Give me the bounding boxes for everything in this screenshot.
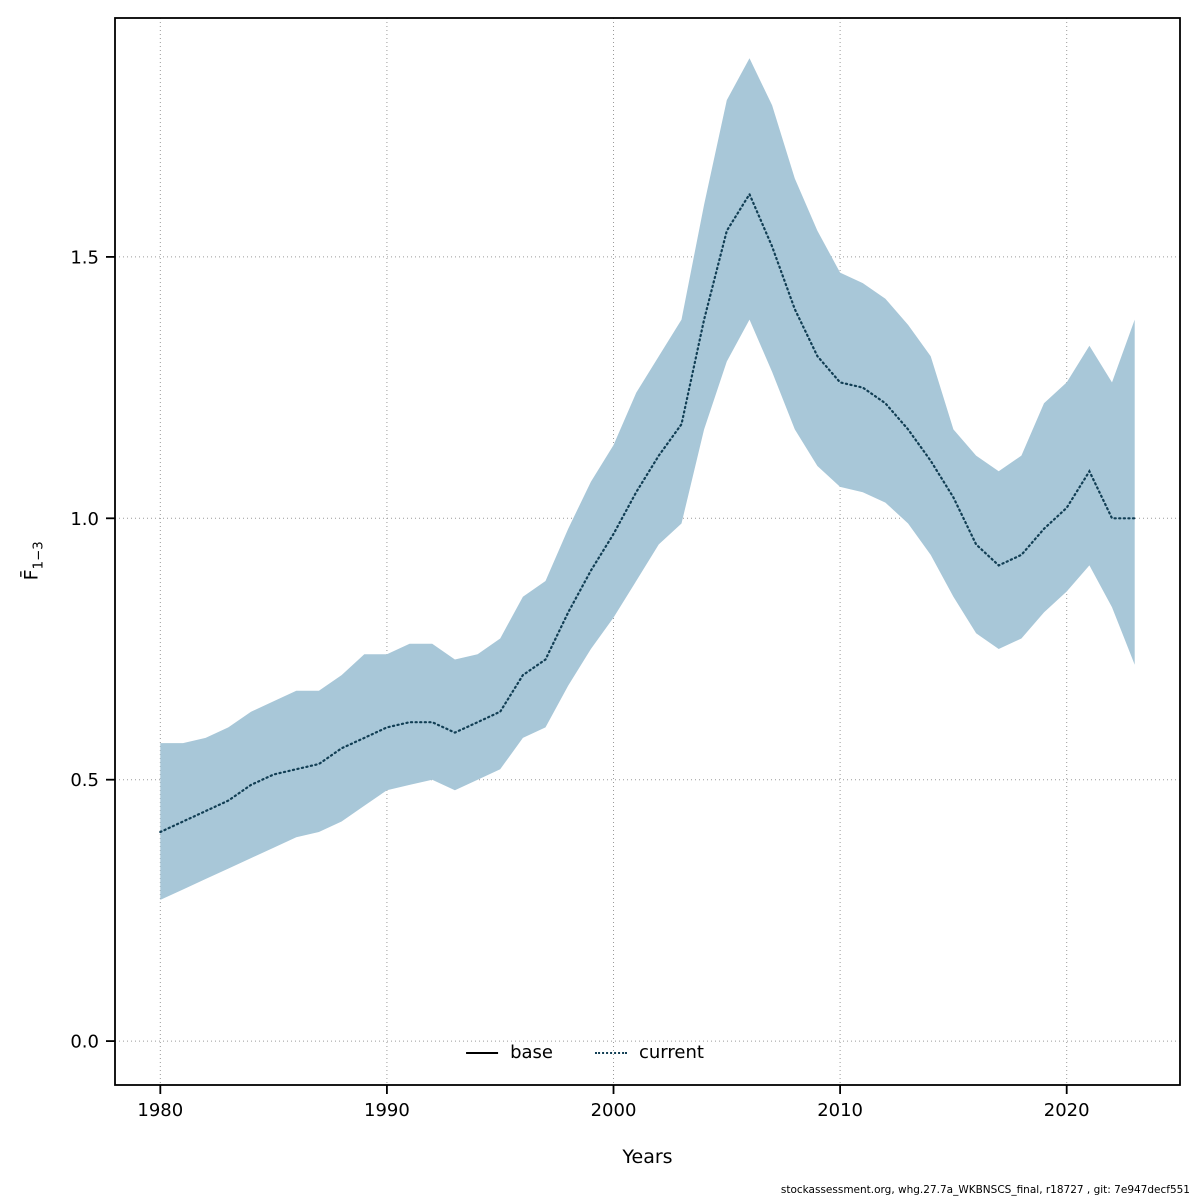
y-axis-label: F̄1−3 bbox=[21, 541, 47, 580]
y-tick-label: 0.0 bbox=[70, 1032, 99, 1053]
x-tick-label: 2000 bbox=[591, 1100, 637, 1121]
current-line bbox=[159, 191, 1136, 834]
legend-item-base: base bbox=[466, 1042, 553, 1063]
y-tick-label: 0.5 bbox=[70, 770, 99, 791]
legend-dotted-line-sample bbox=[594, 1051, 627, 1054]
y-tick-label: 1.0 bbox=[70, 509, 99, 530]
confidence-band bbox=[160, 58, 1135, 900]
x-tick-label: 2010 bbox=[817, 1100, 863, 1121]
x-tick-label: 1990 bbox=[364, 1100, 410, 1121]
legend: base current bbox=[466, 1042, 704, 1063]
y-axis-label-main: F̄ bbox=[20, 569, 43, 581]
plot-border bbox=[114, 17, 1181, 1086]
x-tick-label: 2020 bbox=[1044, 1100, 1090, 1121]
footer-attribution: stockassessment.org, whg.27.7a_WKBNSCS_f… bbox=[780, 1184, 1190, 1196]
legend-label-current: current bbox=[638, 1042, 704, 1063]
y-tick-label: 1.5 bbox=[70, 247, 99, 268]
y-axis-label-subscript: 1−3 bbox=[31, 541, 47, 570]
legend-solid-line-sample bbox=[466, 1051, 499, 1054]
legend-label-base: base bbox=[510, 1042, 553, 1063]
x-axis-label: Years bbox=[622, 1146, 673, 1168]
x-tick-label: 1980 bbox=[137, 1100, 183, 1121]
legend-item-current: current bbox=[594, 1042, 704, 1063]
